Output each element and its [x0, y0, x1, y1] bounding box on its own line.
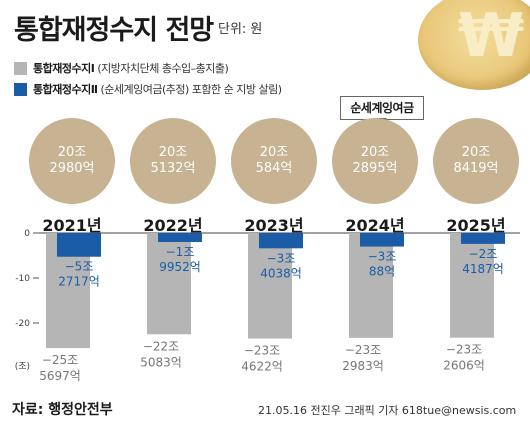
surplus-bubble-2022: 20조 5132억 [130, 118, 216, 204]
bar-label-balance-2: 9952억 [159, 260, 201, 274]
year-label-2022: 2022년 [143, 216, 203, 235]
page-title: 통합재정수지 전망 [14, 15, 214, 46]
bar-balance-2 [360, 233, 404, 247]
bar-balance-1 [450, 233, 494, 338]
bar-balance-1 [147, 233, 191, 335]
year-label-2021: 2021년 [42, 216, 102, 235]
bar-balance-2 [461, 233, 505, 244]
bar-balance-1 [349, 233, 393, 338]
legend-item-balance-1: 통합재정수지Ⅰ (지방자치단체 총수입–총지출) [14, 60, 229, 76]
bar-label-balance-2: 4038억 [260, 266, 302, 280]
year-label-2023: 2023년 [244, 216, 304, 235]
y-tick-label: -20 [15, 319, 30, 329]
won-coin-icon [418, 0, 530, 90]
bar-label-balance-1: −22조 [143, 339, 179, 353]
bar-label-balance-2: 4187억 [462, 262, 504, 276]
bar-label-balance-1: 4622억 [241, 360, 283, 374]
bar-label-balance-2: −3조 [267, 251, 296, 265]
surplus-label-eok: 2895억 [352, 161, 398, 176]
surplus-label-jo: 20조 [158, 145, 188, 160]
year-label-2025: 2025년 [446, 216, 506, 235]
surplus-label-jo: 20조 [360, 145, 390, 160]
bar-label-balance-1: 2606억 [443, 359, 485, 373]
legend-item-balance-2: 통합재정수지Ⅱ (순세계잉여금(추정) 포함한 순 지방 살림) [14, 81, 282, 97]
legend-name: 통합재정수지Ⅰ [33, 62, 95, 75]
bar-balance-2 [57, 233, 101, 257]
won-sign-icon: ₩ [458, 1, 525, 71]
surplus-bubble-2025: 20조 8419억 [433, 118, 519, 204]
bar-label-balance-1: −23조 [345, 343, 381, 357]
unit-label: 단위: 원 [218, 22, 263, 37]
surplus-label-eok: 5132억 [150, 161, 196, 176]
legend-swatch-blue [14, 82, 27, 96]
y-tick-label: -10 [15, 274, 30, 284]
credit-note: 21.05.16 전진우 그래픽 기자 618tue@newsis.com [258, 404, 517, 417]
surplus-label-jo: 20조 [57, 145, 87, 160]
legend-desc: (지방자치단체 총수입–총지출) [97, 62, 229, 75]
bar-label-balance-2: 2717억 [58, 275, 100, 289]
bar-balance-1 [248, 233, 292, 339]
surplus-label-eok: 8419억 [453, 161, 499, 176]
legend-swatch-gray [14, 61, 27, 75]
bar-label-balance-1: 5083억 [140, 355, 182, 369]
bar-label-balance-2: 88억 [369, 265, 395, 279]
bar-balance-2 [259, 233, 303, 249]
source-note: 자료: 행정안전부 [12, 402, 113, 418]
bar-label-balance-2: −2조 [469, 247, 498, 261]
bar-label-balance-2: −1조 [166, 245, 195, 259]
bar-label-balance-1: −25조 [42, 353, 78, 367]
y-tick-label: 0 [24, 229, 30, 239]
year-label-2024: 2024년 [345, 216, 405, 235]
bar-balance-2 [158, 233, 202, 242]
surplus-label-eok: 2980억 [49, 161, 95, 176]
bar-label-balance-1: 5697억 [39, 369, 81, 383]
bar-label-balance-1: −23조 [244, 344, 280, 358]
bar-label-balance-1: −23조 [446, 343, 482, 357]
surplus-label-eok: 584억 [255, 161, 293, 176]
bar-label-balance-1: 2983억 [342, 359, 384, 373]
surplus-label-jo: 20조 [461, 145, 491, 160]
surplus-bubble-2024: 20조 2895억 [332, 118, 418, 204]
y-unit-label: (조) [15, 362, 30, 372]
bar-label-balance-2: −5조 [65, 260, 94, 274]
surplus-label-jo: 20조 [259, 145, 289, 160]
surplus-bubble-2021: 20조 2980억 [29, 118, 115, 204]
bar-label-balance-2: −3조 [368, 250, 397, 264]
surplus-bubble-2023: 20조 584억 [231, 118, 317, 204]
legend-desc: (순세계잉여금(추정) 포함한 순 지방 살림) [100, 83, 282, 96]
legend-name: 통합재정수지Ⅱ [33, 83, 98, 96]
